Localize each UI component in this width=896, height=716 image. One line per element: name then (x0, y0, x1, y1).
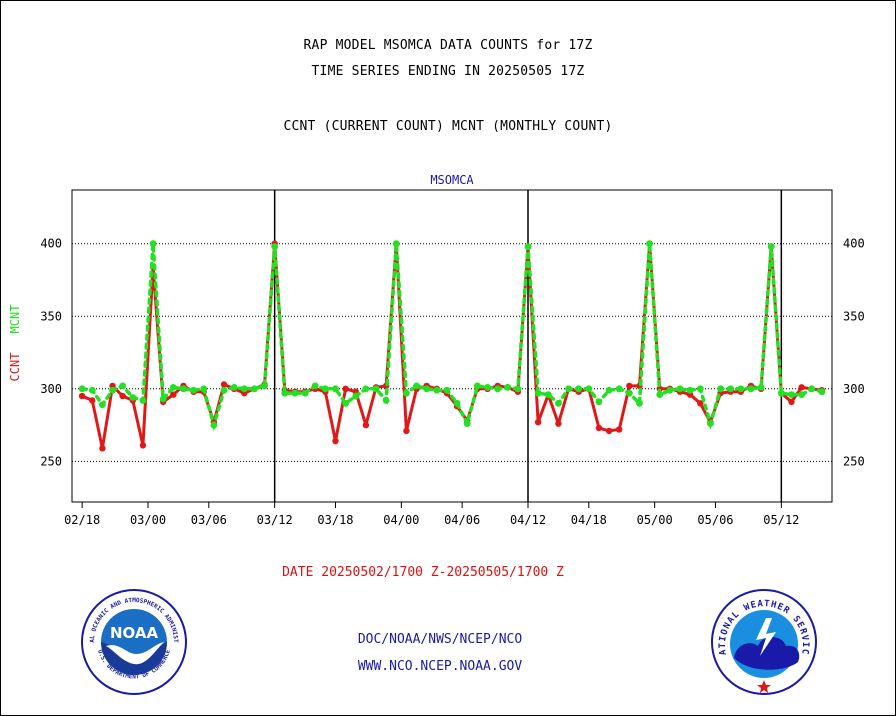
noaa-logo-text: NOAA (110, 624, 159, 642)
chart-title: RAP MODEL MSOMCA DATA COUNTS for 17Z (303, 38, 593, 53)
noaa-logo: NATIONAL OCEANIC AND ATMOSPHERIC ADMINIS… (80, 588, 187, 695)
chart-subtitle: TIME SERIES ENDING IN 20250505 17Z (311, 64, 585, 79)
website-link[interactable]: WWW.NCO.NCEP.NOAA.GOV (357, 659, 523, 674)
date-range: DATE 20250502/1700 Z-20250505/1700 Z (282, 565, 564, 580)
series-description: CCNT (CURRENT COUNT) MCNT (MONTHLY COUNT… (283, 119, 613, 134)
org-path: DOC/NOAA/NWS/NCEP/NCO (357, 632, 523, 647)
nws-logo: NATIONAL WEATHER SERVICE (710, 588, 817, 695)
